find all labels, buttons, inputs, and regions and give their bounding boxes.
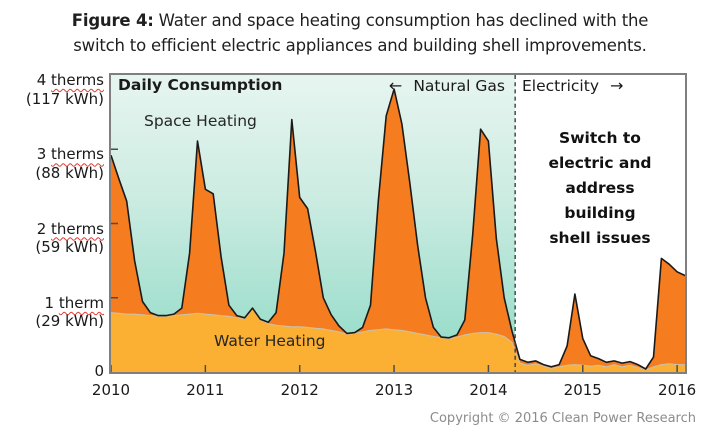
x-axis-label-2011: 2011 bbox=[186, 381, 225, 399]
therm-word-squiggled: therms bbox=[51, 145, 104, 164]
therms-line: 2 therms bbox=[35, 220, 104, 239]
therms-line: 1 therm bbox=[35, 294, 104, 313]
left-arrow-icon: ← bbox=[388, 76, 403, 95]
figure-title-line2: switch to efficient electric appliances … bbox=[73, 36, 647, 55]
therms-line: 3 therms bbox=[35, 145, 104, 164]
right-arrow-icon: → bbox=[610, 76, 624, 95]
space-heating-series-label: Space Heating bbox=[144, 112, 257, 130]
daily-consumption-label: Daily Consumption bbox=[118, 76, 283, 94]
x-axis-label-2012: 2012 bbox=[280, 381, 319, 399]
kwh-line: (59 kWh) bbox=[35, 238, 104, 256]
therm-word-squiggled: therms bbox=[51, 219, 104, 238]
plot-inner: Daily Consumption ← Natural Gas Electrici… bbox=[111, 75, 685, 372]
water-boundary-line bbox=[111, 308, 685, 371]
space-heating-area bbox=[111, 89, 685, 370]
x-axis-label-2010: 2010 bbox=[91, 381, 131, 399]
water-heating-area bbox=[111, 308, 685, 372]
y-axis-label-4: 4 therms (117 kWh) bbox=[26, 71, 104, 108]
therm-word-squiggled: therm bbox=[58, 293, 104, 312]
figure-title-line1: Figure 4: Water and space heating consum… bbox=[0, 8, 720, 33]
therm-number: 4 bbox=[36, 71, 52, 89]
y-axis-label-3: 3 therms (88 kWh) bbox=[35, 145, 104, 182]
therms-line: 4 therms bbox=[26, 71, 104, 90]
therm-number: 2 bbox=[36, 219, 52, 238]
x-axis-label-2014: 2014 bbox=[469, 381, 508, 399]
water-heating-series-label: Water Heating bbox=[214, 332, 326, 350]
figure-title-text: Water and space heating consumption has … bbox=[153, 11, 649, 30]
y-axis-label-2: 2 therms (59 kWh) bbox=[35, 220, 104, 257]
electricity-label: Electricity → bbox=[522, 76, 623, 95]
x-axis-label-2016: 2016 bbox=[658, 381, 697, 399]
therm-number: 3 bbox=[36, 145, 52, 164]
figure-title: Figure 4: Water and space heating consum… bbox=[0, 8, 720, 58]
total-consumption-line bbox=[111, 88, 685, 370]
stacked-area-svg bbox=[111, 75, 685, 372]
y-axis-label-0: 0 bbox=[94, 362, 104, 380]
kwh-line: (29 kWh) bbox=[35, 312, 104, 331]
figure-number-label: Figure 4: bbox=[71, 11, 154, 30]
switch-annotation: Switch to electric and address building … bbox=[548, 129, 652, 247]
x-axis-label-2015: 2015 bbox=[563, 381, 602, 399]
plot-area: Daily Consumption ← Natural Gas Electrici… bbox=[109, 73, 687, 374]
electricity-text: Electricity bbox=[522, 77, 599, 95]
x-axis-label-2013: 2013 bbox=[374, 381, 414, 399]
kwh-line: (117 kWh) bbox=[25, 89, 104, 108]
copyright-notice: Copyright © 2016 Clean Power Research bbox=[429, 411, 696, 426]
natural-gas-label: ← Natural Gas bbox=[389, 76, 505, 95]
y-axis-label-1: 1 therm (29 kWh) bbox=[35, 294, 104, 331]
therm-word-squiggled: therms bbox=[51, 71, 104, 89]
natural-gas-text: Natural Gas bbox=[413, 77, 505, 95]
therm-number: 1 bbox=[44, 293, 59, 312]
kwh-line: (88 kWh) bbox=[35, 163, 104, 182]
